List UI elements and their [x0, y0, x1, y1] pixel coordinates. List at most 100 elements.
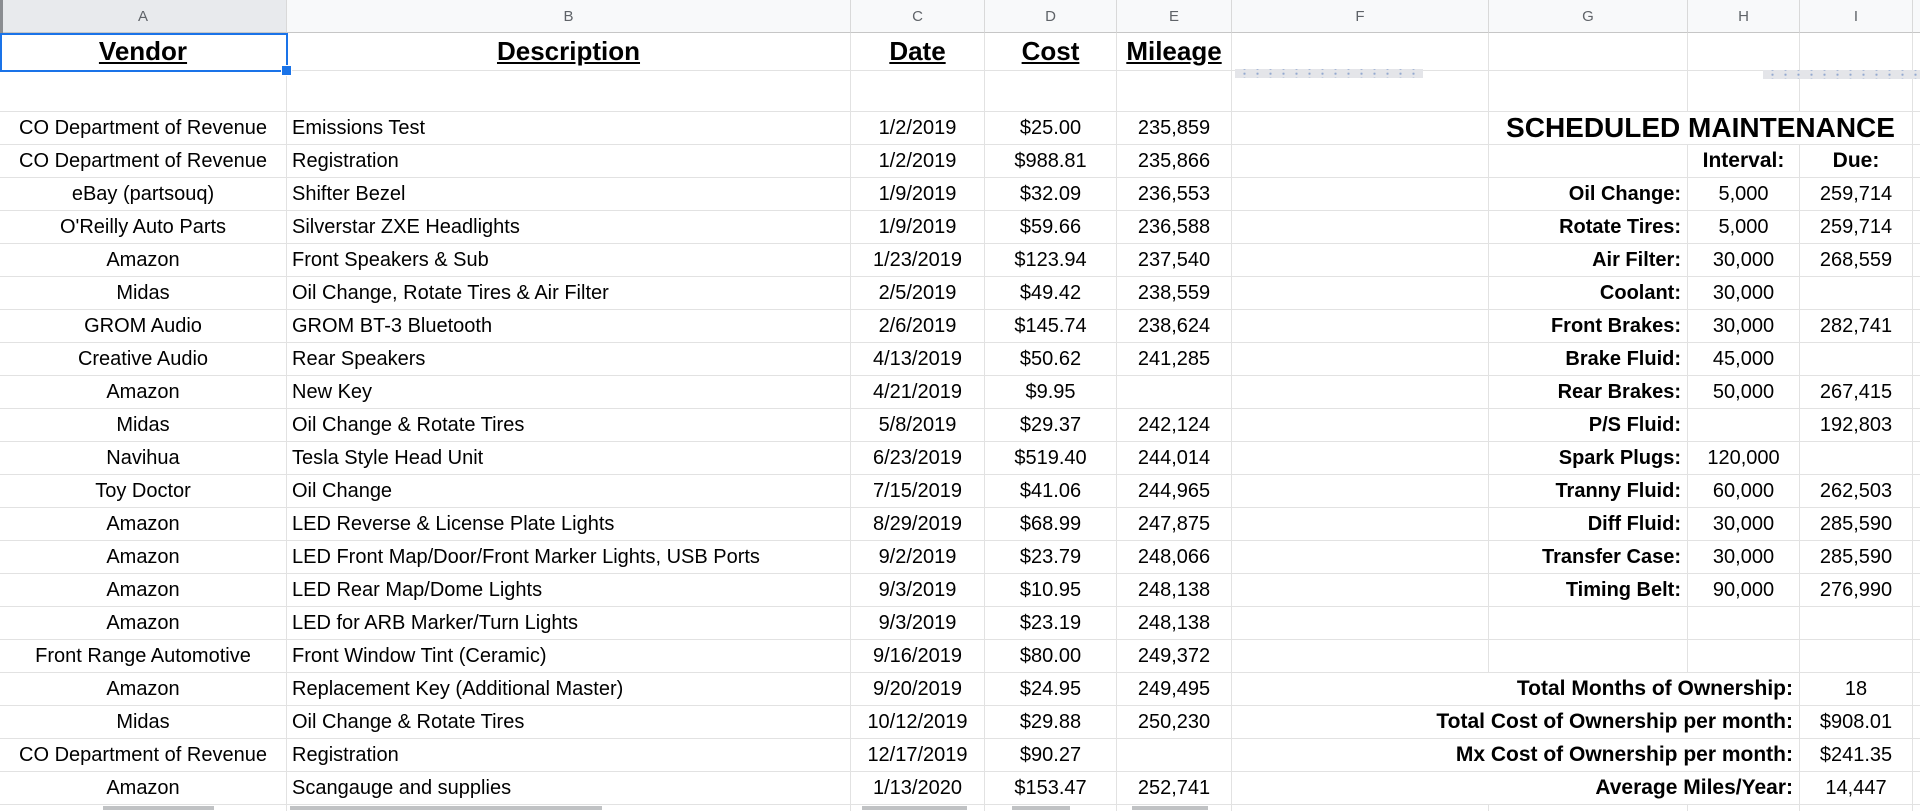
maintenance-due-cell[interactable]: 282,741 — [1800, 310, 1913, 343]
cell-description[interactable]: LED Rear Map/Dome Lights — [287, 574, 851, 607]
cell-mileage[interactable]: 249,372 — [1117, 640, 1232, 673]
cell-description[interactable]: GROM BT-3 Bluetooth — [287, 310, 851, 343]
column-header-b[interactable]: B — [287, 0, 851, 33]
cell-vendor[interactable]: Amazon — [0, 772, 287, 805]
cell-date[interactable]: 1/2/2019 — [851, 112, 985, 145]
cell-empty[interactable] — [1688, 805, 1800, 811]
cell-description[interactable]: Front Window Tint (Ceramic) — [287, 640, 851, 673]
cell-cost[interactable]: $90.27 — [985, 739, 1117, 772]
maintenance-due-cell[interactable] — [1800, 277, 1913, 310]
maintenance-due-header[interactable]: Due: — [1800, 145, 1913, 178]
cell-description[interactable]: LED Reverse & License Plate Lights — [287, 508, 851, 541]
cell-mileage[interactable]: 247,875 — [1117, 508, 1232, 541]
maintenance-label-cell[interactable]: Oil Change: — [1489, 178, 1688, 211]
cell-vendor[interactable]: Midas — [0, 409, 287, 442]
header-cell-date[interactable]: Date — [851, 33, 985, 71]
cell-cost[interactable]: $41.06 — [985, 475, 1117, 508]
maintenance-label-cell[interactable]: Transfer Case: — [1489, 541, 1688, 574]
cell-description[interactable]: LED for ARB Marker/Turn Lights — [287, 607, 851, 640]
cell-mileage[interactable]: 250,230 — [1117, 706, 1232, 739]
cell-empty[interactable] — [1800, 33, 1913, 71]
cell-vendor[interactable]: O'Reilly Auto Parts — [0, 211, 287, 244]
column-header-g[interactable]: G — [1489, 0, 1688, 33]
cell-vendor[interactable]: Amazon — [0, 541, 287, 574]
cell-date[interactable]: 9/20/2019 — [851, 673, 985, 706]
cell-mileage[interactable]: 238,559 — [1117, 277, 1232, 310]
cell-vendor[interactable]: Toy Doctor — [0, 475, 287, 508]
maintenance-due-cell[interactable] — [1800, 343, 1913, 376]
cell-description[interactable]: Rear Speakers — [287, 343, 851, 376]
cell-empty[interactable] — [1232, 178, 1489, 211]
column-header-h[interactable]: H — [1688, 0, 1800, 33]
maintenance-interval-cell[interactable]: 120,000 — [1688, 442, 1800, 475]
cell-empty[interactable] — [1232, 376, 1489, 409]
cell-cost[interactable]: $59.66 — [985, 211, 1117, 244]
cell-date[interactable]: 1/13/2020 — [851, 772, 985, 805]
maintenance-interval-header[interactable]: Interval: — [1688, 145, 1800, 178]
cell-vendor[interactable]: Amazon — [0, 673, 287, 706]
cell-date[interactable]: 1/2/2019 — [851, 145, 985, 178]
cell-vendor[interactable]: CO Department of Revenue — [0, 145, 287, 178]
selection-fill-handle[interactable] — [281, 65, 292, 76]
maintenance-interval-cell[interactable] — [1688, 409, 1800, 442]
cell-empty[interactable] — [1489, 805, 1688, 811]
cell-empty[interactable] — [1800, 805, 1913, 811]
cell-empty[interactable] — [851, 71, 985, 112]
cell-mileage[interactable]: 236,553 — [1117, 178, 1232, 211]
cell-cost[interactable]: $153.47 — [985, 772, 1117, 805]
maintenance-due-cell[interactable]: 285,590 — [1800, 541, 1913, 574]
maintenance-label-cell[interactable]: Timing Belt: — [1489, 574, 1688, 607]
cell-vendor[interactable]: eBay (partsouq) — [0, 178, 287, 211]
cell-empty[interactable] — [1232, 409, 1489, 442]
cell-mileage[interactable]: 236,588 — [1117, 211, 1232, 244]
maintenance-interval-cell[interactable]: 90,000 — [1688, 574, 1800, 607]
cell-date[interactable]: 1/9/2019 — [851, 178, 985, 211]
header-cell-cost[interactable]: Cost — [985, 33, 1117, 71]
cell-vendor[interactable]: Midas — [0, 706, 287, 739]
cell-empty[interactable] — [1232, 244, 1489, 277]
summary-value-cell[interactable]: 14,447 — [1800, 772, 1913, 805]
cell-vendor[interactable]: Amazon — [0, 574, 287, 607]
cell-description[interactable]: Oil Change & Rotate Tires — [287, 706, 851, 739]
cell-vendor[interactable]: Midas — [0, 277, 287, 310]
cell-date[interactable]: 4/21/2019 — [851, 376, 985, 409]
cell-description[interactable]: Registration — [287, 145, 851, 178]
maintenance-interval-cell[interactable]: 5,000 — [1688, 178, 1800, 211]
maintenance-interval-cell[interactable]: 5,000 — [1688, 211, 1800, 244]
summary-label-cell[interactable]: Total Cost of Ownership per month: — [1232, 706, 1800, 739]
maintenance-interval-cell[interactable]: 60,000 — [1688, 475, 1800, 508]
cell-date[interactable]: 9/16/2019 — [851, 640, 985, 673]
column-header-a[interactable]: A — [0, 0, 287, 33]
cell-description[interactable]: Shifter Bezel — [287, 178, 851, 211]
cell-empty[interactable] — [1489, 607, 1688, 640]
cell-empty[interactable] — [1232, 343, 1489, 376]
cell-empty[interactable] — [1232, 310, 1489, 343]
cell-mileage[interactable]: 248,066 — [1117, 541, 1232, 574]
cell-empty[interactable] — [1688, 607, 1800, 640]
cell-cost[interactable]: $49.42 — [985, 277, 1117, 310]
maintenance-label-cell[interactable]: Tranny Fluid: — [1489, 475, 1688, 508]
cell-empty[interactable] — [1232, 33, 1489, 71]
cell-cost[interactable]: $23.79 — [985, 541, 1117, 574]
maintenance-interval-cell[interactable]: 30,000 — [1688, 508, 1800, 541]
cell-cost[interactable]: $25.00 — [985, 112, 1117, 145]
cell-empty[interactable] — [1232, 442, 1489, 475]
cell-mileage[interactable]: 244,965 — [1117, 475, 1232, 508]
cell-mileage[interactable]: 248,138 — [1117, 607, 1232, 640]
maintenance-label-cell[interactable]: Rotate Tires: — [1489, 211, 1688, 244]
maintenance-due-cell[interactable]: 262,503 — [1800, 475, 1913, 508]
cell-empty[interactable] — [1232, 607, 1489, 640]
cell-description[interactable]: New Key — [287, 376, 851, 409]
cell-vendor[interactable]: Amazon — [0, 376, 287, 409]
cell-description[interactable]: Oil Change — [287, 475, 851, 508]
cell-empty[interactable] — [1232, 541, 1489, 574]
cell-mileage[interactable]: 237,540 — [1117, 244, 1232, 277]
cell-empty[interactable] — [1232, 508, 1489, 541]
cell-empty[interactable] — [1232, 112, 1489, 145]
cell-description[interactable]: Oil Change & Rotate Tires — [287, 409, 851, 442]
cell-cost[interactable]: $80.00 — [985, 640, 1117, 673]
cell-empty[interactable] — [1489, 145, 1688, 178]
header-cell-vendor[interactable]: Vendor — [0, 33, 287, 71]
cell-empty[interactable] — [1232, 805, 1489, 811]
maintenance-label-cell[interactable]: P/S Fluid: — [1489, 409, 1688, 442]
